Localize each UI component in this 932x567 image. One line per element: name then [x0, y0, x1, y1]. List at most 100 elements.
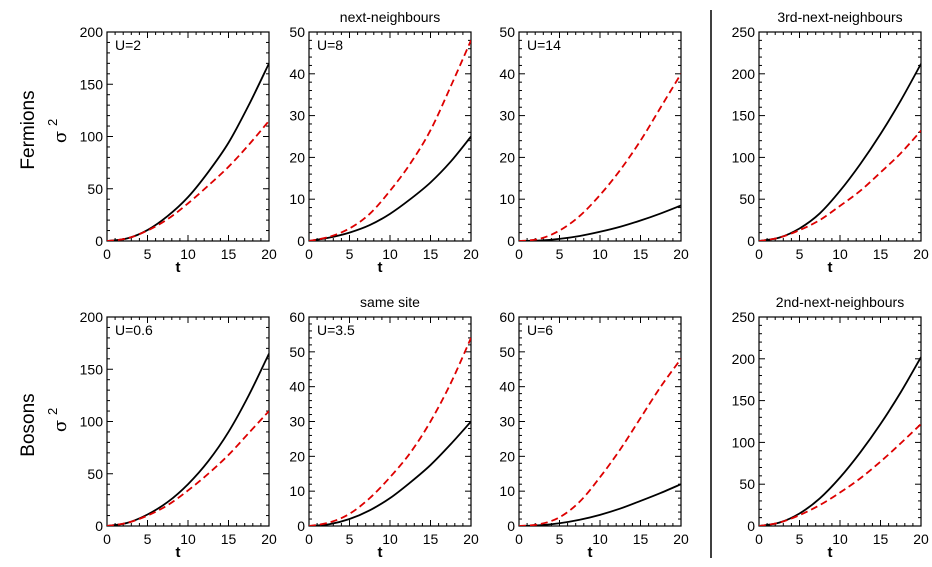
series-solid-line: [519, 483, 681, 526]
x-tick-label: 5: [796, 531, 804, 547]
panel-0-3: 0 5 10 15 200501001502002503rd-next-neighbou…: [732, 9, 929, 276]
x-tick-label: 15: [633, 246, 649, 262]
y-tick-label: 20: [289, 149, 305, 165]
x-tick-label: 20: [261, 531, 277, 547]
y-tick-label: 150: [732, 108, 756, 124]
x-tick-label: 20: [913, 246, 929, 262]
y-tick-label: 20: [499, 448, 515, 464]
x-tick-label: 20: [463, 246, 479, 262]
y-tick-label: 10: [499, 191, 515, 207]
x-tick-label: 5: [144, 531, 152, 547]
y-tick-label: 100: [80, 414, 104, 430]
ylabel-row-0: σ 2: [45, 119, 71, 143]
series-solid-line: [309, 420, 471, 526]
x-tick-label: 0: [515, 531, 523, 547]
panel-annotation: U=6: [527, 322, 553, 338]
y-tick-label: 30: [289, 414, 305, 430]
y-tick-label: 150: [80, 76, 104, 92]
y-tick-label: 50: [289, 24, 305, 40]
ylabel-sigma-0: σ: [50, 131, 71, 143]
y-tick-label: 20: [289, 448, 305, 464]
x-tick-label: 10: [382, 246, 398, 262]
plot-frame: [518, 31, 682, 242]
y-tick-label: 50: [499, 24, 515, 40]
y-tick-label: 250: [732, 24, 756, 40]
plot-frame: [308, 316, 472, 527]
x-tick-label: 10: [592, 531, 608, 547]
series-dashed-line: [519, 358, 681, 526]
plot-frame: [758, 31, 922, 242]
y-tick-label: 40: [289, 379, 305, 395]
panel-title: 2nd-next-neighbours: [776, 294, 904, 310]
x-tick-label: 15: [633, 531, 649, 547]
row-label-fermions: Fermions: [18, 90, 39, 169]
y-tick-label: 50: [87, 466, 103, 482]
x-tick-label: 5: [144, 246, 152, 262]
y-tick-label: 200: [80, 24, 104, 40]
x-tick-label: 10: [592, 246, 608, 262]
y-tick-label: 200: [732, 66, 756, 82]
panel-annotation: U=3.5: [317, 322, 355, 338]
x-tick-label: 0: [515, 246, 523, 262]
y-tick-label: 60: [499, 309, 515, 325]
x-tick-label: 0: [305, 531, 313, 547]
y-tick-label: 50: [87, 181, 103, 197]
y-tick-label: 50: [499, 344, 515, 360]
plot-frame: [758, 316, 922, 527]
y-tick-label: 50: [739, 191, 755, 207]
ylabel-row-1: σ 2: [45, 408, 71, 432]
x-axis-label: t: [176, 544, 181, 561]
y-tick-label: 150: [732, 393, 756, 409]
y-tick-label: 0: [507, 518, 515, 534]
y-tick-label: 100: [732, 149, 756, 165]
x-tick-label: 15: [221, 531, 237, 547]
series-solid-line: [759, 63, 921, 241]
x-tick-label: 15: [873, 531, 889, 547]
y-tick-label: 40: [499, 379, 515, 395]
y-tick-label: 250: [732, 309, 756, 325]
x-tick-label: 20: [463, 531, 479, 547]
y-tick-label: 10: [499, 483, 515, 499]
y-tick-label: 0: [747, 233, 755, 249]
panel-annotation: U=8: [317, 37, 343, 53]
series-solid-line: [107, 353, 269, 526]
y-tick-label: 200: [80, 309, 104, 325]
y-tick-label: 200: [732, 351, 756, 367]
panel-1-3: 0 5 10 15 200501001502002502nd-next-neighbou…: [732, 294, 929, 561]
x-tick-label: 15: [873, 246, 889, 262]
y-tick-label: 40: [499, 66, 515, 82]
ylabel-sup-1: 2: [45, 408, 60, 415]
series-dashed-line: [759, 130, 921, 241]
series-solid-line: [309, 135, 471, 241]
plot-frame: [106, 316, 270, 527]
y-tick-label: 50: [739, 476, 755, 492]
y-tick-label: 30: [499, 108, 515, 124]
ylabel-sigma-1: σ: [50, 420, 71, 432]
series-solid-line: [107, 62, 269, 241]
x-tick-label: 15: [423, 246, 439, 262]
x-tick-label: 20: [673, 246, 689, 262]
panel-1-2: 0 5 10 15 20 0 10 20 30 40 50 60 U=6 t: [499, 309, 689, 561]
x-tick-label: 5: [556, 246, 564, 262]
x-tick-label: 10: [832, 246, 848, 262]
row-label-bosons: Bosons: [18, 393, 39, 456]
panel-annotation: U=14: [527, 37, 561, 53]
y-tick-label: 0: [747, 518, 755, 534]
series-dashed-line: [107, 120, 269, 241]
x-tick-label: 0: [103, 531, 111, 547]
y-tick-label: 60: [289, 309, 305, 325]
x-tick-label: 0: [755, 531, 763, 547]
x-tick-label: 15: [423, 531, 439, 547]
panel-1-1: 0 5 10 15 20 0 10 20 30 40 50 60 U=3.5 same site t: [289, 294, 479, 561]
x-axis-label: t: [588, 544, 593, 561]
panel-title: 3rd-next-neighbours: [777, 9, 902, 25]
y-tick-label: 0: [507, 233, 515, 249]
x-tick-label: 15: [221, 246, 237, 262]
panel-title: next-neighbours: [340, 9, 440, 25]
x-tick-label: 20: [913, 531, 929, 547]
series-dashed-line: [107, 410, 269, 526]
